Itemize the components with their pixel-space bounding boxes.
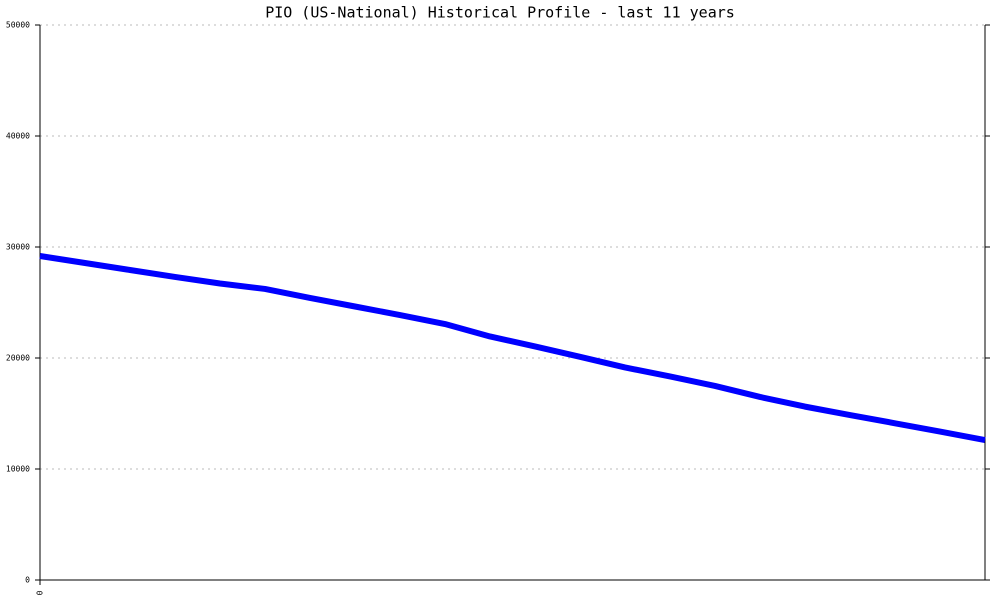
y-tick-label: 50000 (6, 21, 30, 30)
x-tick-label: 0 (36, 590, 45, 595)
y-tick-label: 10000 (6, 465, 30, 474)
y-tick-label: 20000 (6, 354, 30, 363)
chart-title: PIO (US-National) Historical Profile - l… (265, 4, 735, 22)
y-tick-label: 40000 (6, 132, 30, 141)
y-tick-label: 30000 (6, 243, 30, 252)
data-line (39, 253, 986, 443)
y-tick-label: 0 (25, 576, 30, 585)
